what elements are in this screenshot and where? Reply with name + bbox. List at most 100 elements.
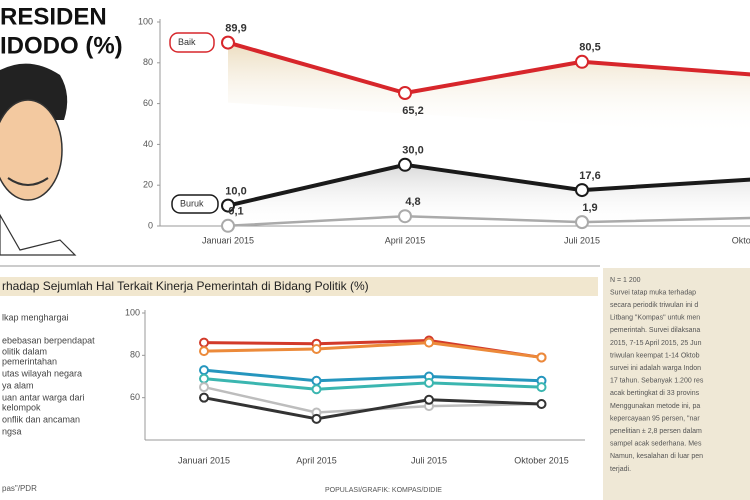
point — [536, 382, 547, 393]
point — [575, 183, 589, 198]
value-label: 0,1 — [228, 206, 243, 218]
side-label: pemerintahan — [2, 356, 57, 366]
point — [424, 377, 434, 388]
point — [398, 157, 412, 172]
note-line: pemerintah. Survei dilaksana — [610, 327, 700, 334]
x-tick-label: Juli 2015 — [564, 235, 600, 245]
note-line: Survei tatap muka terhadap — [610, 289, 696, 296]
note-line: sampel acak sederhana. Mes — [610, 441, 702, 448]
value-label: 89,9 — [225, 23, 246, 35]
line — [203, 377, 542, 391]
point — [221, 218, 235, 233]
y-tick-label: 0 — [148, 220, 153, 230]
y-tick-label: 40 — [143, 139, 153, 149]
value-label: 17,6 — [579, 170, 600, 182]
side-label: uan antar warga dari — [2, 392, 85, 402]
point — [398, 209, 412, 224]
point — [199, 365, 209, 376]
x-tick-label: Oktober 2015 — [732, 235, 750, 245]
note-line: acak bertingkat di 33 provins — [610, 390, 700, 397]
point — [424, 394, 434, 405]
side-label: lkap menghargai — [2, 312, 69, 322]
note-line: penelitian ± 2,8 persen dalam — [610, 428, 702, 435]
point — [199, 392, 209, 403]
area — [228, 164, 750, 226]
side-label: ya alam — [2, 380, 34, 390]
point — [398, 85, 412, 100]
legend-label: Baik — [178, 37, 196, 47]
point — [311, 413, 322, 424]
title-band — [0, 277, 598, 296]
point — [311, 384, 322, 395]
legend-box — [169, 32, 215, 53]
note-line: terjadi. — [610, 466, 631, 473]
note-line: secara periodik triwulan ini d — [610, 302, 698, 309]
note-line: kepercayaan 95 persen, "nar — [610, 415, 700, 422]
line — [203, 368, 542, 383]
value-label: 80,5 — [579, 42, 600, 54]
credit: POPULASI/GRAFIK: KOMPAS/DIDIE — [325, 487, 442, 494]
side-label: utas wilayah negara — [2, 368, 82, 378]
notes-box — [603, 268, 750, 500]
y-tick-label: 100 — [138, 16, 153, 26]
point — [536, 352, 547, 363]
value-label: 1,9 — [582, 202, 597, 214]
point — [575, 215, 589, 230]
value-label: 30,0 — [402, 145, 423, 157]
x-tick-label: April 2015 — [296, 455, 337, 465]
source: pas"/PDR — [2, 484, 37, 493]
x-tick-label: April 2015 — [385, 235, 426, 245]
header-title: IDODO (%) — [0, 32, 123, 59]
point — [199, 382, 209, 393]
y-tick-label: 100 — [125, 307, 140, 317]
point — [311, 375, 322, 386]
side-label: ngsa — [2, 426, 22, 436]
header-title: RESIDEN — [0, 3, 107, 30]
note-line: survei ini adalah warga Indon — [610, 365, 701, 372]
y-tick-label: 80 — [130, 350, 140, 360]
line — [227, 214, 750, 228]
x-tick-label: Juli 2015 — [411, 455, 447, 465]
point — [575, 54, 589, 69]
value-label: 65,2 — [402, 105, 423, 117]
y-tick-label: 80 — [143, 57, 153, 67]
note-line: Litbang "Kompas" untuk men — [610, 315, 700, 322]
x-tick-label: Januari 2015 — [178, 455, 230, 465]
side-label: olitik dalam — [2, 346, 47, 356]
line — [227, 40, 750, 95]
note-line: triwulan keempat 1-14 Oktob — [610, 352, 700, 359]
value-label: 10,0 — [225, 186, 246, 198]
x-tick-label: Oktober 2015 — [514, 455, 569, 465]
point — [199, 373, 209, 384]
note-line: Menggunakan metode ini, pa — [610, 403, 700, 410]
point — [199, 337, 209, 348]
line — [203, 396, 542, 421]
side-label: onflik dan ancaman — [2, 414, 80, 424]
point — [199, 346, 209, 357]
y-tick-label: 60 — [143, 98, 153, 108]
y-tick-label: 20 — [143, 180, 153, 190]
note-line: 2015, 7-15 April 2015, 25 Jun — [610, 340, 702, 347]
chart-title: rhadap Sejumlah Hal Terkait Kinerja Peme… — [2, 279, 369, 293]
point — [221, 198, 235, 213]
value-label: 4,8 — [405, 196, 420, 208]
point — [424, 337, 434, 348]
point — [536, 399, 547, 410]
legend-box — [171, 194, 219, 214]
area — [228, 42, 750, 135]
portrait — [0, 63, 77, 256]
line — [203, 341, 542, 359]
note-line: N = 1 200 — [610, 277, 641, 284]
y-tick-label: 60 — [130, 392, 140, 402]
x-tick-label: Januari 2015 — [202, 235, 254, 245]
side-label: kelompok — [2, 402, 41, 412]
point — [311, 343, 322, 354]
legend-label: Buruk — [180, 198, 204, 208]
side-label: ebebasan berpendapat — [2, 335, 95, 345]
point — [221, 35, 235, 50]
note-line: 17 tahun. Sebanyak 1.200 res — [610, 378, 704, 385]
line — [227, 162, 750, 208]
note-line: Namun, kesalahan di luar pen — [610, 453, 703, 460]
